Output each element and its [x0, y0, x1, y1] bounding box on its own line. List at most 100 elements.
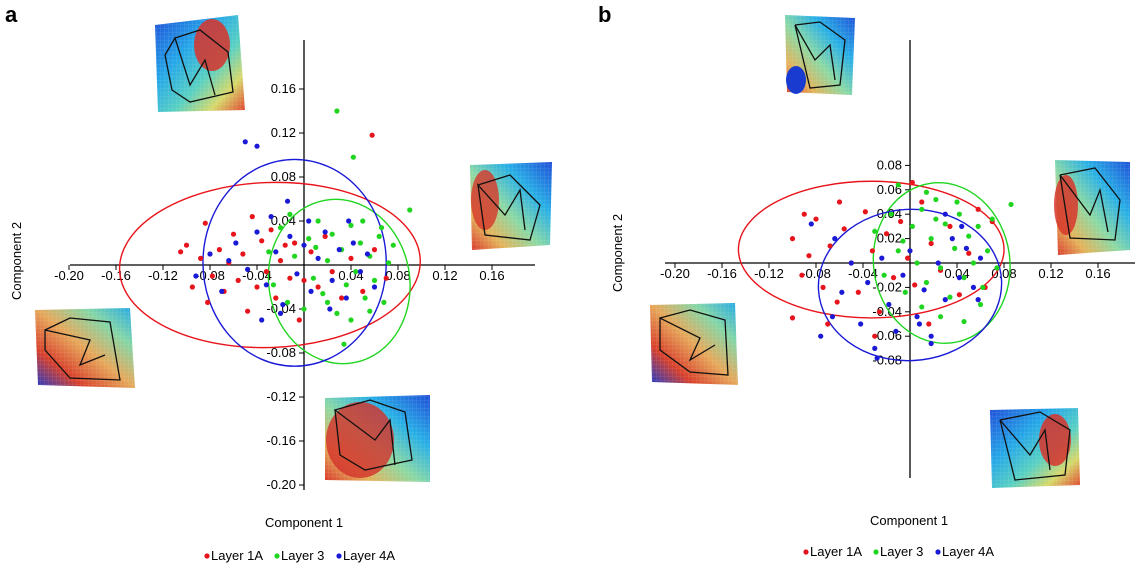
data-point-layer-3 [357, 240, 363, 246]
data-point-layer-4a [233, 240, 239, 246]
data-point-layer-3 [350, 154, 356, 160]
data-point-layer-1a [841, 226, 847, 232]
data-point-layer-4a [263, 282, 269, 288]
x-tick-label-a: -0.16 [101, 268, 131, 283]
data-point-layer-4a [268, 214, 274, 220]
x-tick-label-b: -0.04 [848, 266, 878, 281]
data-point-layer-4a [935, 260, 941, 266]
data-point-layer-3 [872, 228, 878, 234]
legend-label-layer-4a: Layer 4A [942, 544, 994, 559]
data-point-layer-1a [360, 288, 366, 294]
data-point-layer-4a [872, 345, 878, 351]
data-point-layer-4a [346, 218, 352, 224]
data-point-layer-1a [928, 240, 934, 247]
data-point-layer-4a [900, 272, 906, 278]
data-point-layer-4a [942, 211, 948, 217]
data-point-layer-4a [865, 279, 871, 286]
y-axis-label-a: Component 2 [9, 222, 24, 300]
y-tick-label-b: 0.02 [877, 231, 902, 246]
y-tick-label-a: -0.20 [266, 477, 296, 492]
data-point-layer-4a [277, 310, 284, 316]
data-point-layer-4a [207, 251, 213, 257]
data-point-layer-4a [818, 333, 824, 339]
data-point-layer-3 [952, 245, 958, 251]
y-axis-label-b: Component 2 [610, 214, 625, 292]
data-point-layer-3 [324, 299, 331, 305]
mesh-inset-a-bottom [325, 395, 430, 482]
legend-a: Layer 1A Layer 3 Layer 4A [204, 548, 395, 563]
data-point-layer-1a [205, 299, 211, 305]
data-point-layer-3 [919, 304, 925, 310]
panel-letter-b: b [598, 2, 611, 27]
data-point-layer-3 [980, 284, 986, 290]
y-tick-label-b: -0.04 [872, 304, 902, 319]
data-point-layer-1a [183, 242, 190, 248]
data-point-layer-4a [829, 314, 836, 320]
x-tick-label-a: 0.08 [385, 268, 410, 283]
data-point-layer-1a [308, 249, 314, 255]
data-point-layer-3 [287, 211, 293, 217]
data-point-layer-1a [912, 282, 918, 288]
data-point-layer-1a [287, 275, 293, 281]
mesh-inset-b-bottom [990, 408, 1080, 488]
data-point-layer-1a [883, 231, 890, 237]
data-point-layer-3 [954, 199, 960, 205]
data-point-layer-3 [343, 282, 349, 288]
scatter-plot-b: -0.20 -0.16 -0.12 -0.08 -0.04 0.04 0.08 0.12 0.1… [660, 40, 1135, 478]
data-point-layer-3 [937, 314, 944, 320]
x-tick-label-b: -0.16 [707, 266, 737, 281]
y-tick-label-b: 0.08 [877, 157, 902, 172]
panel-letter-a: a [5, 2, 18, 27]
data-point-layer-4a [959, 223, 965, 229]
data-point-layer-3 [301, 306, 307, 312]
data-point-layer-3 [313, 244, 319, 250]
confidence-ellipse-layer-1a-b [737, 180, 1005, 319]
data-point-layer-1a [806, 253, 812, 259]
data-point-layer-1a [339, 295, 345, 301]
data-point-layer-1a [202, 220, 208, 226]
data-point-layer-4a [259, 317, 265, 323]
data-point-layer-3 [324, 258, 331, 264]
data-point-layer-4a [254, 143, 260, 149]
data-point-layer-4a [879, 255, 885, 261]
data-point-layer-1a [869, 248, 876, 254]
data-point-layer-1a [799, 272, 805, 278]
data-point-layer-1a [876, 309, 883, 315]
data-point-layer-3 [367, 308, 373, 314]
data-point-layer-4a [928, 333, 934, 339]
data-point-layer-3 [390, 242, 396, 248]
mesh-inset-a-left [35, 308, 135, 388]
data-point-layer-4a [949, 236, 955, 242]
mesh-inset-b-top [785, 15, 855, 95]
data-point-layer-3 [942, 221, 948, 227]
data-point-layer-4a [329, 277, 335, 283]
data-point-layer-1a [292, 240, 298, 246]
data-point-layer-4a [287, 233, 293, 239]
data-point-layer-1a [254, 284, 260, 290]
data-point-layer-1a [956, 292, 962, 298]
data-point-layer-4a [928, 340, 934, 347]
data-point-layer-3 [334, 108, 340, 114]
legend-label-layer-1a: Layer 1A [810, 544, 862, 559]
data-point-layer-3 [362, 295, 368, 301]
data-point-layer-3 [284, 299, 291, 305]
y-tick-label-a: 0.16 [271, 81, 296, 96]
data-point-layer-3 [895, 182, 901, 188]
data-point-layer-3 [923, 189, 930, 195]
data-point-layer-3 [334, 310, 340, 316]
data-point-layer-4a [914, 314, 920, 320]
data-point-layer-3 [348, 222, 354, 228]
data-point-layer-1a [198, 255, 204, 261]
data-point-layer-1a [905, 255, 911, 261]
data-point-layer-4a [832, 236, 838, 242]
x-tick-label-b: 0.16 [1085, 266, 1110, 281]
data-point-layer-4a [343, 295, 349, 301]
data-point-layer-3 [277, 225, 284, 231]
data-point-layer-1a [240, 251, 246, 257]
mesh-inset-b-right [1054, 160, 1130, 255]
data-point-layer-3 [360, 218, 366, 224]
data-point-layer-3 [386, 260, 392, 266]
data-point-layer-1a [329, 269, 335, 275]
data-point-layer-3 [270, 282, 277, 288]
